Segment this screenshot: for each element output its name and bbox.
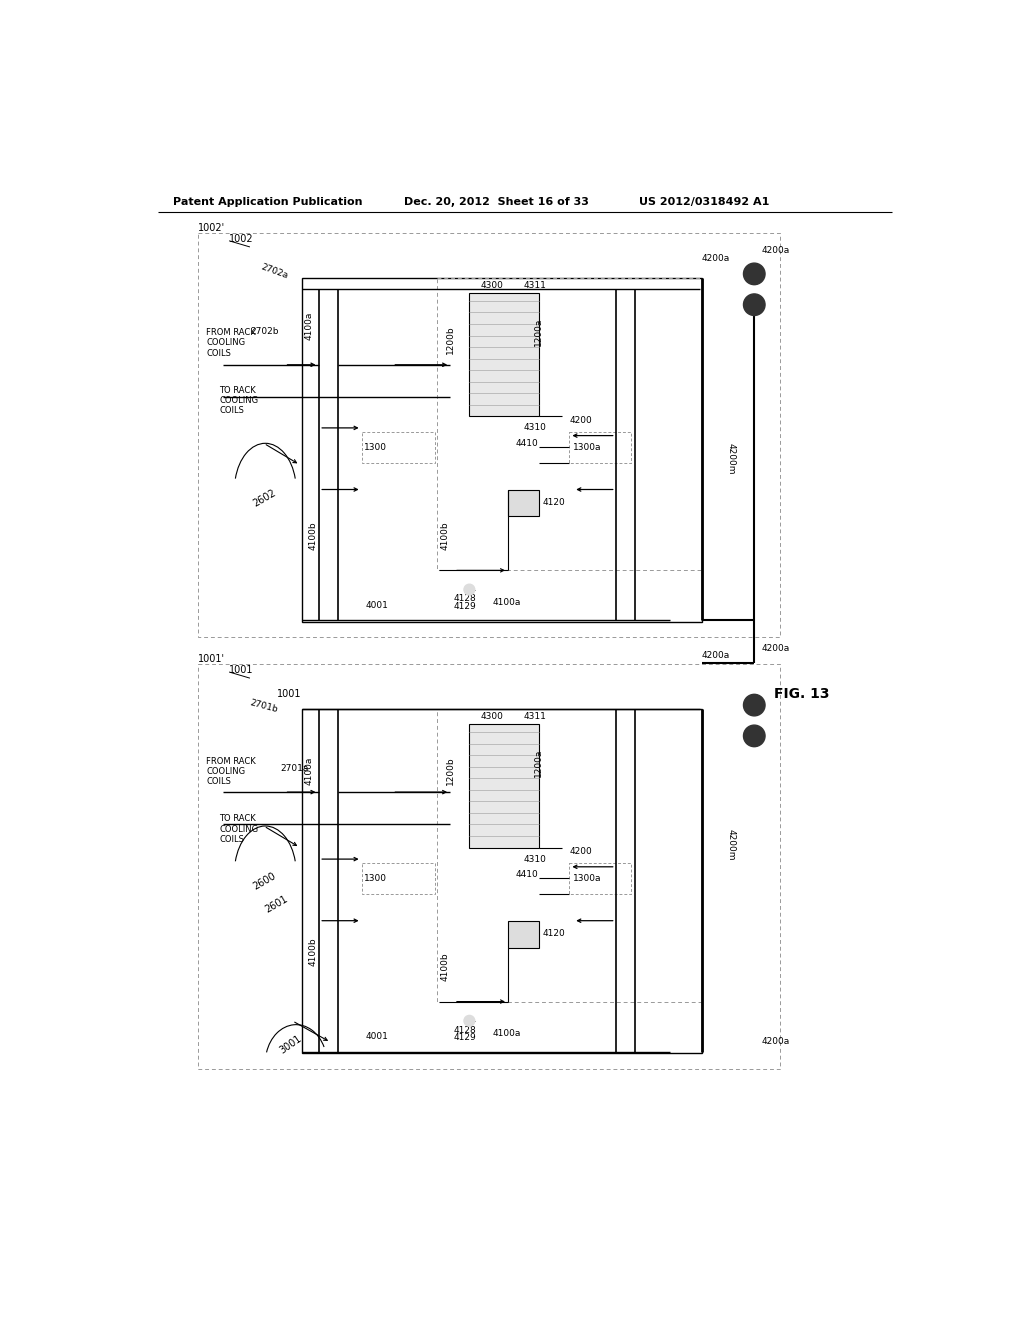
Text: 4311: 4311: [523, 281, 546, 290]
Text: FIG. 13: FIG. 13: [773, 686, 829, 701]
Text: 4200m: 4200m: [727, 444, 735, 474]
Bar: [361, 863, 435, 894]
Text: 4200a: 4200a: [762, 1038, 791, 1045]
Text: 2701a: 2701a: [281, 764, 309, 772]
Text: 1002: 1002: [229, 234, 254, 244]
Text: TO RACK
COOLING
COILS: TO RACK COOLING COILS: [219, 385, 258, 416]
Text: 1300: 1300: [364, 874, 387, 883]
Text: 4129: 4129: [454, 602, 477, 611]
Circle shape: [743, 294, 765, 315]
Text: 2701b: 2701b: [249, 698, 279, 714]
Text: 4001: 4001: [366, 601, 388, 610]
Text: 4200: 4200: [569, 847, 592, 855]
Text: 4300: 4300: [481, 281, 504, 290]
Text: 4200a: 4200a: [701, 651, 730, 660]
Text: 2702b: 2702b: [250, 327, 279, 337]
Text: 1200b: 1200b: [445, 325, 455, 354]
Text: 4100b: 4100b: [308, 521, 317, 550]
Bar: [199, 664, 780, 1068]
Bar: [301, 709, 701, 1053]
Text: 4100a: 4100a: [305, 756, 313, 784]
Text: 4300: 4300: [481, 713, 504, 721]
Text: 4310: 4310: [523, 854, 546, 863]
Bar: [469, 293, 539, 416]
Bar: [199, 234, 780, 638]
Text: 4128: 4128: [454, 594, 477, 603]
Bar: [569, 432, 631, 462]
Text: 1300a: 1300a: [572, 874, 601, 883]
Text: 4200a: 4200a: [701, 253, 730, 263]
Text: 1001: 1001: [276, 689, 301, 698]
Text: Patent Application Publication: Patent Application Publication: [173, 197, 362, 207]
Bar: [301, 277, 701, 622]
Text: 2602: 2602: [251, 488, 278, 510]
Text: 1001: 1001: [229, 665, 254, 676]
Circle shape: [464, 1015, 475, 1026]
Text: 4410: 4410: [515, 870, 539, 879]
Text: 4129: 4129: [454, 1034, 477, 1043]
Text: 1200a: 1200a: [535, 748, 543, 777]
Text: 3001: 3001: [278, 1034, 304, 1056]
Text: 4100a: 4100a: [493, 1030, 521, 1039]
Bar: [508, 921, 539, 948]
Text: 1300a: 1300a: [572, 442, 601, 451]
Text: 1002': 1002': [199, 223, 225, 232]
Text: 1200a: 1200a: [535, 318, 543, 346]
Text: TO RACK
COOLING
COILS: TO RACK COOLING COILS: [219, 814, 258, 845]
Bar: [437, 709, 701, 1002]
Circle shape: [743, 263, 765, 285]
Text: 4410: 4410: [515, 438, 539, 447]
Text: 4100b: 4100b: [440, 953, 450, 981]
Text: FROM RACK
COOLING
COILS: FROM RACK COOLING COILS: [206, 756, 256, 787]
Bar: [361, 432, 435, 462]
Text: 4311: 4311: [523, 713, 546, 721]
Circle shape: [464, 585, 475, 595]
Bar: [569, 863, 631, 894]
Text: 2600: 2600: [251, 871, 278, 892]
Text: FROM RACK
COOLING
COILS: FROM RACK COOLING COILS: [206, 327, 256, 358]
Text: Dec. 20, 2012  Sheet 16 of 33: Dec. 20, 2012 Sheet 16 of 33: [403, 197, 589, 207]
Text: 4200m: 4200m: [727, 829, 735, 861]
Text: 1200b: 1200b: [445, 756, 455, 785]
Text: 4100b: 4100b: [440, 521, 450, 550]
Bar: [437, 277, 701, 570]
Text: 4100a: 4100a: [493, 598, 521, 607]
Text: 4200a: 4200a: [762, 247, 791, 255]
Circle shape: [743, 694, 765, 715]
Text: US 2012/0318492 A1: US 2012/0318492 A1: [639, 197, 769, 207]
Text: 1001': 1001': [199, 653, 225, 664]
Text: 4100a: 4100a: [305, 312, 313, 341]
Text: 2601: 2601: [263, 894, 289, 915]
Text: 1300: 1300: [364, 442, 387, 451]
Text: 4310: 4310: [523, 424, 546, 433]
Text: 2702a: 2702a: [260, 261, 290, 280]
Text: 4128: 4128: [454, 1026, 477, 1035]
Circle shape: [743, 725, 765, 747]
Text: 4200a: 4200a: [762, 644, 791, 653]
Text: 4120: 4120: [543, 498, 565, 507]
Bar: [508, 490, 539, 516]
Text: 4200: 4200: [569, 416, 592, 425]
Text: 4100b: 4100b: [308, 937, 317, 966]
Text: 4001: 4001: [366, 1032, 388, 1040]
Text: 4120: 4120: [543, 929, 565, 939]
Bar: [469, 725, 539, 847]
